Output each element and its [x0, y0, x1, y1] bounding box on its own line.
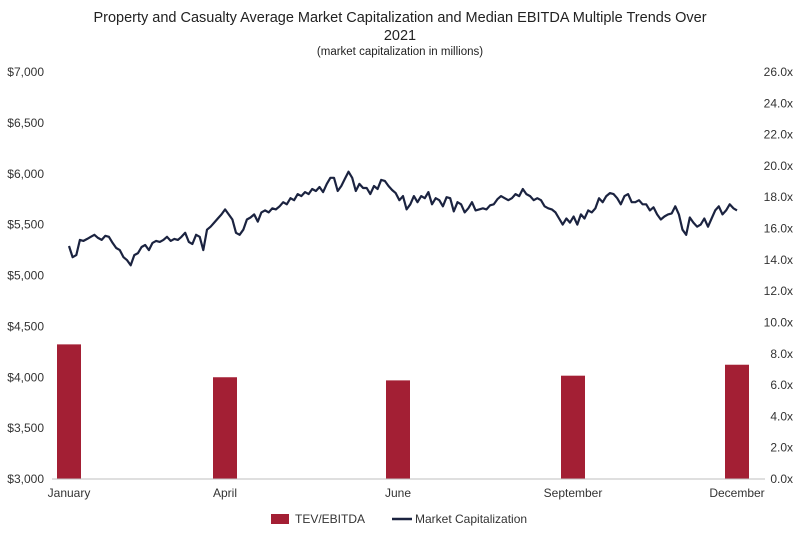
y-right-tick-label: 0.0x	[770, 472, 793, 486]
y-right-tick-label: 24.0x	[764, 96, 793, 110]
y-right-tick-label: 14.0x	[764, 253, 793, 267]
y-right-tick-label: 16.0x	[764, 222, 793, 236]
x-tick-label: September	[544, 486, 603, 500]
y-right-tick-label: 6.0x	[770, 378, 793, 392]
left-axis: $7,000 $6,500 $6,000 $5,500 $5,000 $4,500 $4,0…	[7, 65, 44, 486]
x-tick-label: January	[48, 486, 91, 500]
legend-label-market-cap: Market Capitalization	[415, 512, 527, 526]
y-left-tick-label: $6,000	[7, 167, 44, 181]
y-left-tick-label: $7,000	[7, 65, 44, 79]
bar-tev-ebitda	[725, 364, 749, 479]
right-axis: 26.0x 24.0x 22.0x 20.0x 18.0x 16.0x 14.0x 12.0x…	[764, 65, 793, 486]
legend: TEV/EBITDA Market Capitalization	[271, 512, 527, 526]
x-tick-label: June	[385, 486, 411, 500]
legend-label-tev-ebitda: TEV/EBITDA	[295, 512, 365, 526]
y-left-tick-label: $5,000	[7, 269, 44, 283]
bar-tev-ebitda	[57, 344, 81, 479]
bar-tev-ebitda	[213, 377, 237, 479]
y-left-tick-label: $4,500	[7, 319, 44, 333]
y-right-tick-label: 20.0x	[764, 159, 793, 173]
y-right-tick-label: 18.0x	[764, 190, 793, 204]
line-series	[67, 170, 738, 267]
y-right-tick-label: 2.0x	[770, 441, 793, 455]
y-right-tick-label: 26.0x	[764, 65, 793, 79]
x-axis: January April June September December	[48, 486, 765, 500]
market-capitalization-line	[67, 170, 738, 267]
bar-tev-ebitda	[386, 380, 410, 479]
y-left-tick-label: $5,500	[7, 218, 44, 232]
chart-title-line2: 2021	[384, 28, 416, 44]
chart-title-line1: Property and Casualty Average Market Cap…	[93, 10, 706, 26]
x-tick-label: April	[213, 486, 237, 500]
chart-subtitle: (market capitalization in millions)	[317, 46, 483, 58]
y-left-tick-label: $4,000	[7, 370, 44, 384]
y-left-tick-label: $6,500	[7, 116, 44, 130]
bar-tev-ebitda	[561, 375, 585, 479]
y-right-tick-label: 12.0x	[764, 284, 793, 298]
y-right-tick-label: 22.0x	[764, 128, 793, 142]
bar-series	[57, 344, 749, 479]
y-right-tick-label: 10.0x	[764, 315, 793, 329]
legend-swatch-tev-ebitda	[271, 514, 289, 524]
x-tick-label: December	[709, 486, 764, 500]
y-left-tick-label: $3,000	[7, 472, 44, 486]
y-left-tick-label: $3,500	[7, 421, 44, 435]
y-right-tick-label: 8.0x	[770, 347, 793, 361]
y-right-tick-label: 4.0x	[770, 409, 793, 423]
